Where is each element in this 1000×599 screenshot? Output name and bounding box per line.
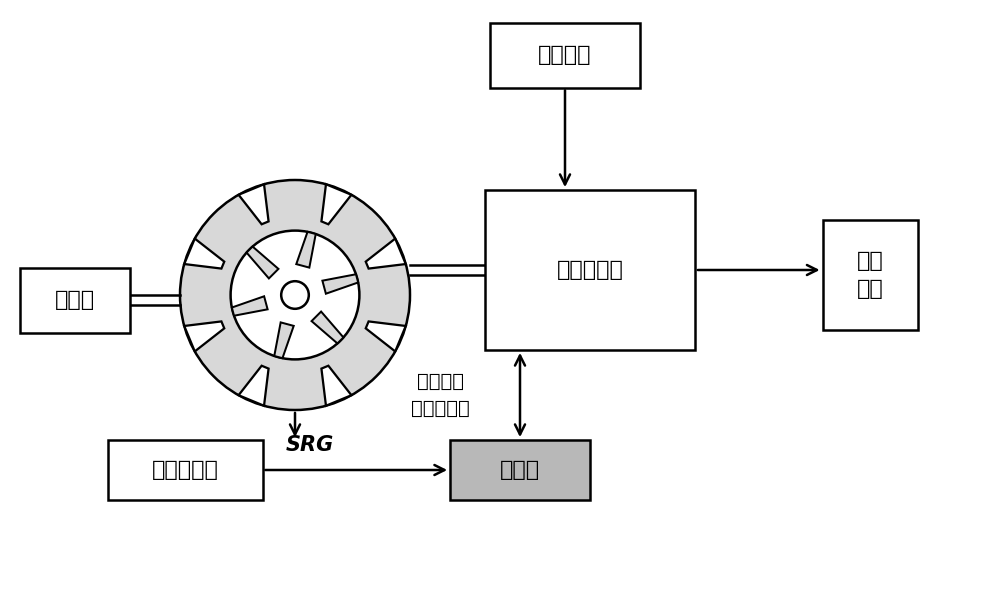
- Polygon shape: [184, 238, 224, 268]
- Circle shape: [231, 231, 359, 359]
- Bar: [108, 440, 262, 500]
- Polygon shape: [366, 238, 406, 268]
- Text: 控制器: 控制器: [500, 460, 540, 480]
- Bar: [490, 23, 640, 87]
- Bar: [450, 440, 590, 500]
- Polygon shape: [274, 322, 294, 358]
- Text: SRG: SRG: [286, 435, 334, 455]
- Text: 直流电源: 直流电源: [538, 45, 592, 65]
- Polygon shape: [239, 184, 269, 224]
- Text: 储能
单元: 储能 单元: [857, 251, 883, 299]
- Text: 原动机: 原动机: [55, 290, 95, 310]
- Text: 检测电路
及驱动电路: 检测电路 及驱动电路: [411, 372, 469, 418]
- Polygon shape: [184, 322, 224, 352]
- Circle shape: [180, 180, 410, 410]
- Polygon shape: [321, 366, 351, 406]
- Polygon shape: [296, 232, 316, 268]
- Text: 位置传感器: 位置传感器: [152, 460, 218, 480]
- Circle shape: [281, 281, 309, 309]
- Polygon shape: [312, 311, 343, 343]
- Bar: [485, 190, 695, 350]
- Polygon shape: [366, 322, 406, 352]
- Polygon shape: [322, 274, 358, 294]
- Polygon shape: [247, 247, 278, 279]
- Text: 功率变换器: 功率变换器: [557, 260, 623, 280]
- Bar: [20, 268, 130, 332]
- Polygon shape: [232, 297, 268, 316]
- Polygon shape: [239, 366, 269, 406]
- Polygon shape: [321, 184, 351, 224]
- Bar: [822, 220, 918, 330]
